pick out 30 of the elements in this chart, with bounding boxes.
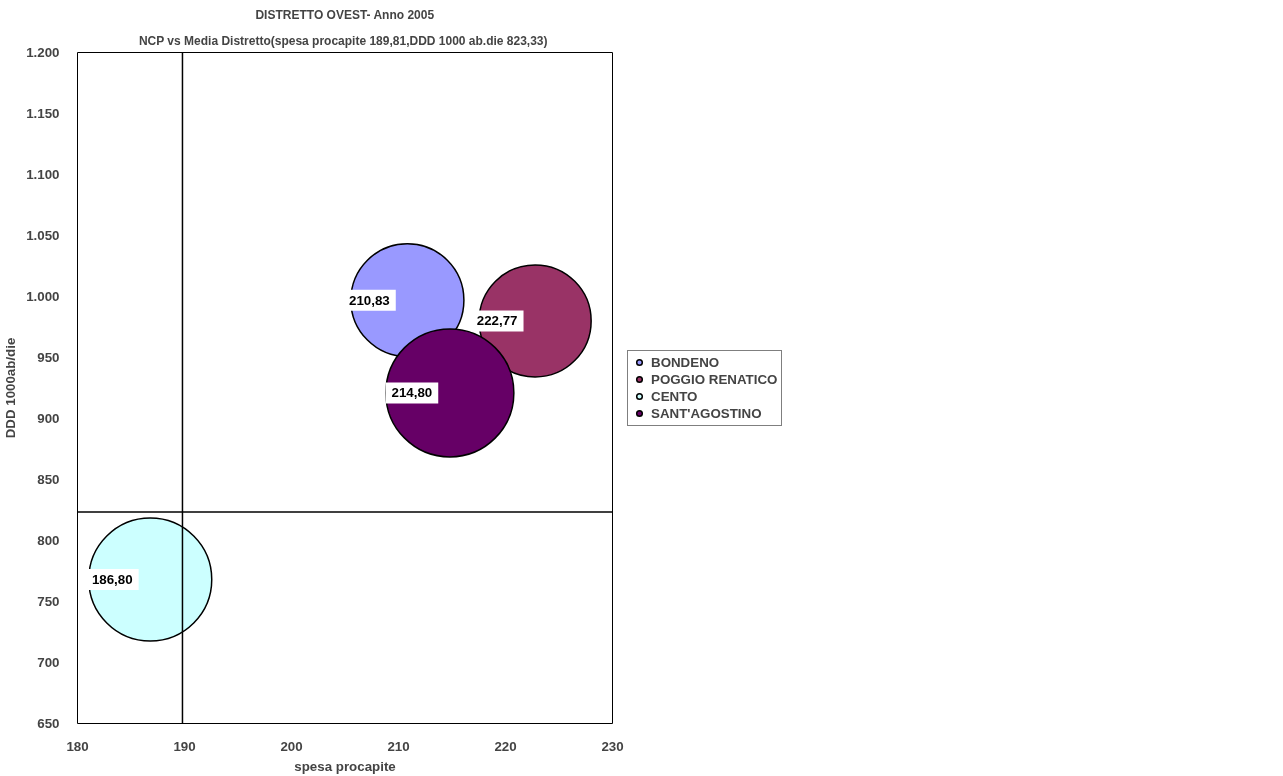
y-tick-label: 700 [37, 655, 60, 670]
y-tick-label: 950 [37, 350, 60, 365]
x-axis-title: spesa procapite [294, 758, 396, 774]
x-tick-label: 230 [601, 738, 624, 754]
legend-label: SANT'AGOSTINO [651, 405, 762, 421]
legend-label: POGGIO RENATICO [651, 371, 778, 387]
x-tick-label: 180 [66, 738, 89, 754]
y-tick-label: 1.050 [26, 228, 60, 243]
y-tick-label: 800 [37, 533, 60, 548]
annotation: 186,80 [91, 572, 133, 588]
chart-subtitle: NCP vs Media Distretto(spesa procapite 189,81,DDD 1000 ab.die 823,33) [138, 33, 548, 48]
y-tick-label: 1.000 [26, 289, 60, 304]
y-tick-label: 850 [37, 472, 60, 487]
chart-title: DISTRETTO OVEST- Anno 2005 [255, 7, 435, 22]
y-tick-label: 1.150 [26, 106, 60, 121]
y-tick-label: 650 [37, 716, 60, 731]
y-tick-label: 1.100 [26, 167, 60, 182]
legend-label: BONDENO [651, 354, 720, 370]
y-tick-label: 750 [37, 594, 60, 609]
y-tick-label: 900 [37, 411, 60, 426]
x-tick-label: 200 [280, 738, 303, 754]
x-tick-label: 190 [173, 738, 196, 754]
y-axis-title: DDD 1000ab/die [3, 337, 19, 439]
y-tick-label: 1.200 [26, 45, 60, 60]
annotation: 222,77 [476, 313, 518, 329]
annotation: 210,83 [349, 292, 390, 308]
x-tick-label: 210 [387, 738, 410, 754]
annotation: 214,80 [391, 385, 433, 401]
x-tick-label: 220 [494, 738, 517, 754]
legend-label: CENTO [651, 388, 698, 404]
